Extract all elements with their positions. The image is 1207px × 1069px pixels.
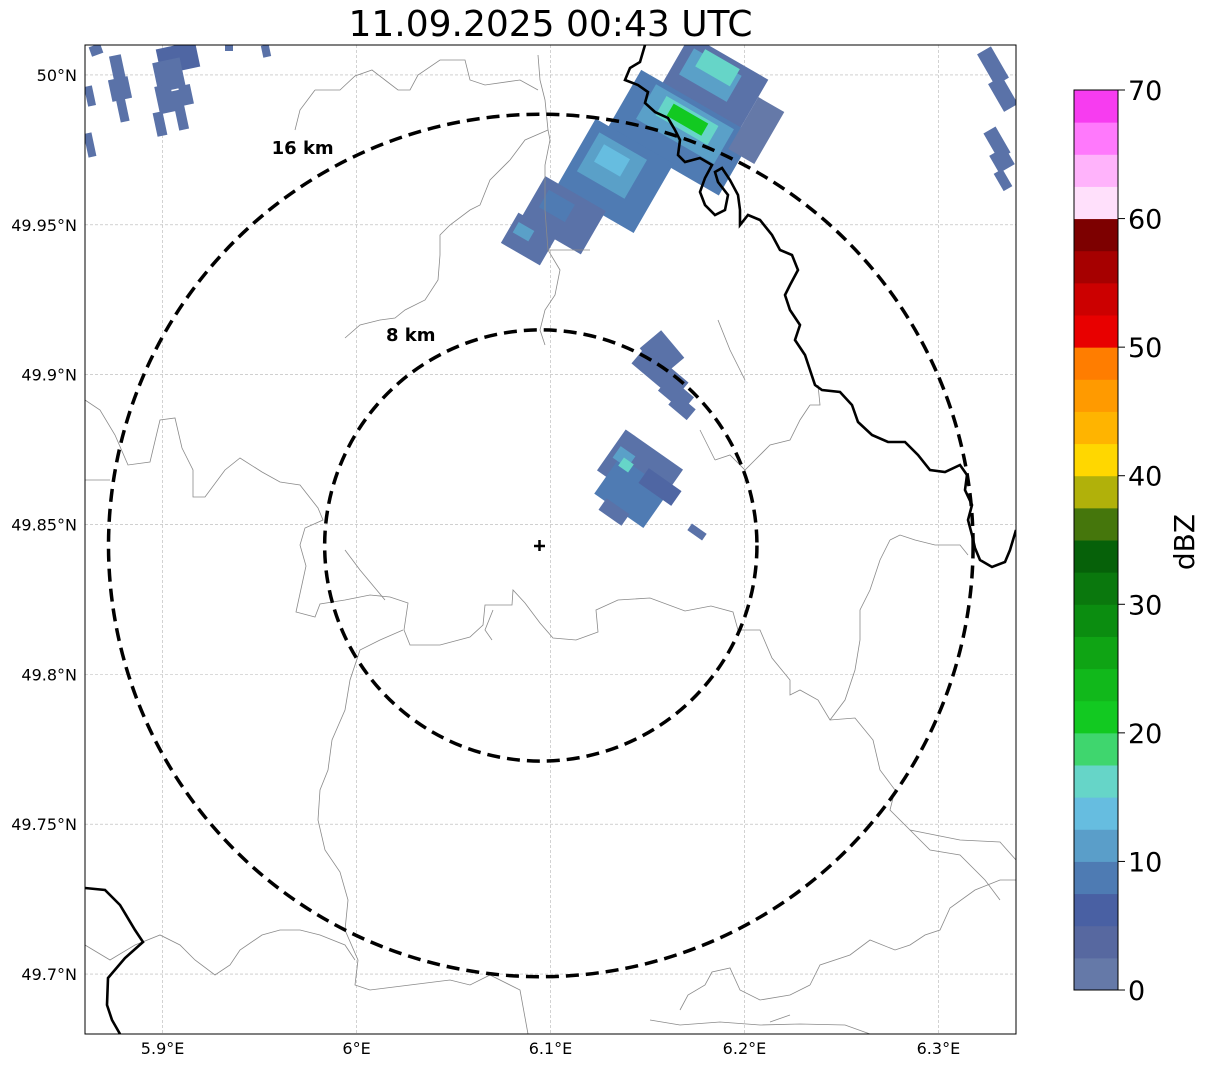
colorbar-segment [1074,186,1118,220]
y-tick-label: 49.95°N [11,216,77,235]
colorbar-segment [1074,122,1118,155]
colorbar-segment [1074,925,1118,959]
colorbar-segment [1074,765,1118,798]
colorbar-segment [1074,572,1118,605]
colorbar-segment [1074,411,1118,445]
colorbar-segment [1074,443,1118,477]
colorbar-segment [1074,636,1118,670]
colorbar-segment [1074,315,1118,348]
colorbar-segment [1074,668,1118,702]
echo-cluster-east [594,429,707,541]
range-ring-label: 16 km [272,138,334,159]
colorbar-tick-label: 30 [1128,590,1162,621]
range-rings: 8 km 16 km [106,112,975,979]
colorbar-frame [1073,89,1119,991]
colorbar-segment [1074,604,1118,637]
colorbar-tick-label: 70 [1128,76,1162,107]
x-tick-label: 6.3°E [917,1039,961,1058]
colorbar: 0 10 20 30 40 50 60 70 dBZ [1073,76,1201,1007]
colorbar-segment [1074,700,1118,734]
colorbar-segment [1074,861,1118,895]
range-ring-label: 8 km [386,325,436,346]
colorbar-tick-label: 0 [1128,976,1145,1007]
y-tick-label: 49.9°N [21,366,77,385]
echo-cluster-central [631,330,696,421]
colorbar-segment [1074,829,1118,862]
colorbar-segment [1074,893,1118,927]
y-axis-ticks: 50°N 49.95°N 49.9°N 49.85°N 49.8°N 49.75°N 49.… [11,66,77,984]
x-tick-label: 6.2°E [723,1039,767,1058]
colorbar-segment [1074,540,1118,573]
colorbar-tick-label: 10 [1128,847,1162,878]
colorbar-segment [1074,90,1118,123]
map-plot-area: 8 km 16 km [85,45,1016,1034]
echo-cluster-northeast [977,46,1016,192]
colorbar-segment [1074,797,1118,830]
y-tick-label: 49.8°N [21,665,77,684]
echo-band-north [500,45,785,266]
colorbar-tick-label: 40 [1128,462,1162,493]
x-tick-label: 5.9°E [141,1039,185,1058]
y-tick-label: 50°N [37,66,77,85]
map-title: 11.09.2025 00:43 UTC [348,4,753,45]
colorbar-tick-label: 60 [1128,205,1162,236]
x-tick-label: 6.1°E [529,1039,573,1058]
radar-site-marker [534,540,545,551]
range-ring [322,328,759,763]
colorbar-segment [1074,732,1118,766]
colorbar-tick-label: 50 [1128,333,1162,364]
y-tick-label: 49.75°N [11,815,77,834]
colorbar-segment [1074,250,1118,284]
colorbar-segment [1074,347,1118,380]
y-tick-label: 49.85°N [11,516,77,535]
echo-cluster-northwest [85,45,272,158]
x-axis-ticks: 5.9°E 6°E 6.1°E 6.2°E 6.3°E [141,1039,960,1058]
colorbar-segment [1074,282,1118,316]
gridlines [85,45,1016,1034]
colorbar-title: dBZ [1168,514,1201,570]
colorbar-segment [1074,475,1118,509]
radar-echoes [85,45,1016,541]
y-tick-label: 49.7°N [21,965,77,984]
colorbar-segment [1074,379,1118,412]
colorbar-tick-label: 20 [1128,719,1162,750]
colorbar-segment [1074,154,1118,187]
national-border [85,45,1016,1034]
x-tick-label: 6°E [342,1039,370,1058]
range-ring [106,112,975,979]
colorbar-segment [1074,957,1118,991]
colorbar-segment [1074,218,1118,252]
colorbar-segment [1074,507,1118,541]
map-frame [84,44,1017,1035]
